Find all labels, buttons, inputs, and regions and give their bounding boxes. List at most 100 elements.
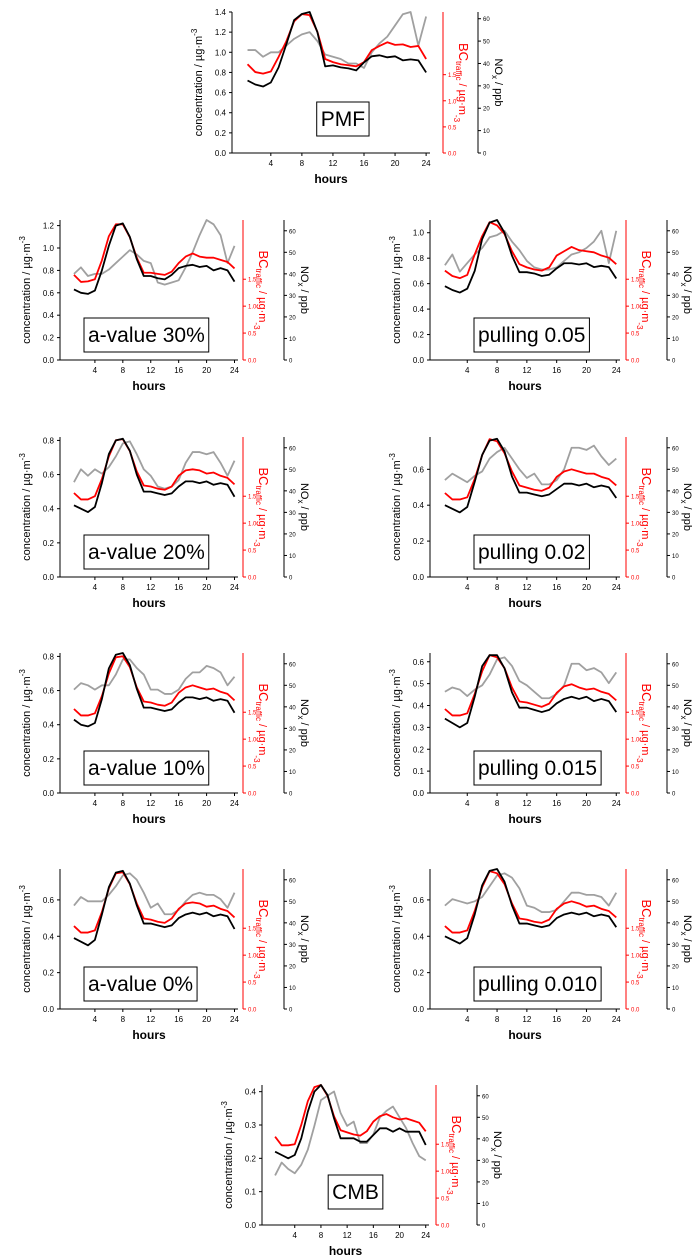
y-tick-label: 0.6	[43, 471, 55, 480]
y2-tick-label: 0.0	[248, 576, 257, 582]
y3-axis-label-sub: x	[490, 75, 499, 79]
y3-axis-label-text: NO	[681, 266, 693, 283]
x-tick-label: 24	[230, 583, 239, 592]
y2-axis-label-text2: / µg·m	[639, 721, 651, 755]
y-axis-label-text: concentration / µg·m	[193, 36, 205, 137]
y2-tick-label: 0.0	[248, 792, 257, 798]
y2-axis-label-text2: / µg·m	[256, 288, 268, 322]
y2-axis-label-sub: traffic	[454, 61, 463, 80]
y3-axis-label: NOx / ppb	[296, 915, 310, 963]
panel: 0.0 0.2 0.4 0.6 0.8 1.0 1.2 4 8 12 16 20 24 hours 0.0 0…	[18, 219, 310, 393]
y3-tick-label: 40	[672, 921, 679, 927]
y3-tick-label: 50	[289, 900, 296, 906]
series-line	[73, 869, 236, 947]
y3-axis-label: NOx / ppb	[296, 483, 310, 531]
y2-axis-label-text: BC	[256, 250, 271, 268]
x-axis-label: hours	[508, 812, 542, 826]
x-tick-label: 8	[121, 799, 126, 808]
y-axis-label: concentration / µg·m-3	[18, 669, 33, 777]
y2-axis-label-sub: traffic	[637, 269, 646, 288]
y3-tick-label: 0	[289, 1008, 293, 1014]
panel: 0.0 0.2 0.4 0.6 0.8 4 8 12 16 20 24 hours 0.0 0.5 1.0 1…	[18, 652, 310, 826]
y-axis-label: concentration / µg·m-3	[18, 236, 33, 344]
y-tick-label: 0.0	[413, 789, 425, 798]
y-axis-label-text: concentration / µg·m	[21, 676, 33, 777]
y3-tick-label: 0	[672, 1008, 676, 1014]
panel-label: pulling 0.010	[478, 973, 597, 996]
y2-tick-label: 1.0	[441, 1170, 450, 1176]
series-line	[274, 1084, 427, 1160]
y3-tick-label: 0	[289, 359, 293, 365]
x-tick-label: 8	[495, 583, 500, 592]
y3-tick-label: 0	[289, 576, 293, 582]
y-axis-label: concentration / µg·m-3	[388, 453, 403, 561]
y3-axis-label-text: NO	[298, 699, 310, 716]
y-tick-label: 0.2	[413, 745, 425, 754]
y3-tick-label: 60	[672, 229, 679, 235]
y3-tick-label: 60	[289, 446, 296, 452]
y3-axis-label-sub: x	[679, 931, 688, 935]
y3-axis-label-sub: x	[679, 715, 688, 719]
x-tick-label: 12	[522, 583, 531, 592]
label-box	[83, 966, 198, 1002]
y3-axis-label-text2: / ppb	[298, 286, 310, 314]
y-axis-label-sup: -3	[18, 669, 27, 677]
y3-tick-label: 40	[672, 489, 679, 495]
x-tick-label: 20	[582, 583, 591, 592]
y3-axis-label: NOx / ppb	[679, 915, 693, 963]
y2-axis-label-text: BC	[639, 899, 654, 917]
y2-tick-label: 1.0	[631, 738, 640, 744]
x-tick-label: 16	[552, 366, 561, 375]
x-tick-label: 4	[465, 1015, 470, 1024]
series-line	[444, 654, 618, 729]
y3-axis-label-text: NO	[492, 58, 504, 75]
y2-tick-label: 1.0	[248, 305, 257, 311]
y3-tick-label: 0	[482, 1224, 486, 1230]
x-tick-label: 4	[93, 366, 98, 375]
y2-axis-label-sup: -3	[252, 971, 261, 979]
y-tick-label: 0.2	[43, 969, 55, 978]
series-line	[444, 868, 618, 945]
y2-axis-label-text2: / µg·m	[639, 937, 651, 971]
x-axis-label: hours	[508, 379, 542, 393]
y2-tick-label: 0.0	[448, 152, 457, 158]
series-line	[73, 440, 236, 490]
x-tick-label: 12	[146, 366, 155, 375]
y3-tick-label: 20	[672, 315, 679, 321]
series-line	[444, 221, 617, 280]
series-line	[73, 872, 236, 916]
y2-axis-label-text: BC	[256, 899, 271, 917]
y-tick-label: 0.4	[245, 1088, 257, 1097]
y3-tick-label: 30	[672, 511, 679, 517]
y-axis-label-sup: -3	[388, 669, 397, 677]
y3-axis-label-text2: / ppb	[681, 286, 693, 314]
x-tick-label: 20	[202, 1015, 211, 1024]
y-axis-label-sup: -3	[388, 885, 397, 893]
x-tick-label: 8	[495, 1015, 500, 1024]
x-tick-label: 4	[93, 1015, 98, 1024]
y3-axis-label-sub: x	[296, 715, 305, 719]
y-tick-label: 0.4	[413, 702, 425, 711]
y2-axis-label-text: BC	[639, 250, 654, 268]
y2-tick-label: 0.5	[441, 1197, 450, 1203]
x-tick-label: 16	[174, 1015, 183, 1024]
y2-axis-label: BCtraffic / µg·m-3	[252, 467, 271, 547]
y-tick-label: 0.8	[43, 436, 55, 445]
x-tick-label: 4	[93, 583, 98, 592]
y2-tick-label: 0.5	[631, 765, 640, 771]
y-tick-label: 0.2	[43, 755, 55, 764]
y3-tick-label: 40	[289, 489, 296, 495]
y2-axis-label-sup: -3	[635, 971, 644, 979]
y2-axis-label-sup: -3	[252, 755, 261, 763]
y3-axis-label-text: NO	[491, 1131, 503, 1148]
y-tick-label: 0.2	[215, 129, 227, 138]
y2-axis-label-sub: traffic	[254, 918, 263, 937]
y-tick-label: 1.0	[413, 229, 425, 238]
y2-tick-label: 1.5	[448, 73, 457, 79]
y2-axis-label-text2: / µg·m	[639, 505, 651, 539]
y3-tick-label: 30	[482, 1159, 489, 1165]
label-box	[83, 317, 210, 353]
y3-axis-label-sub: x	[679, 282, 688, 286]
series-line	[274, 1084, 427, 1147]
